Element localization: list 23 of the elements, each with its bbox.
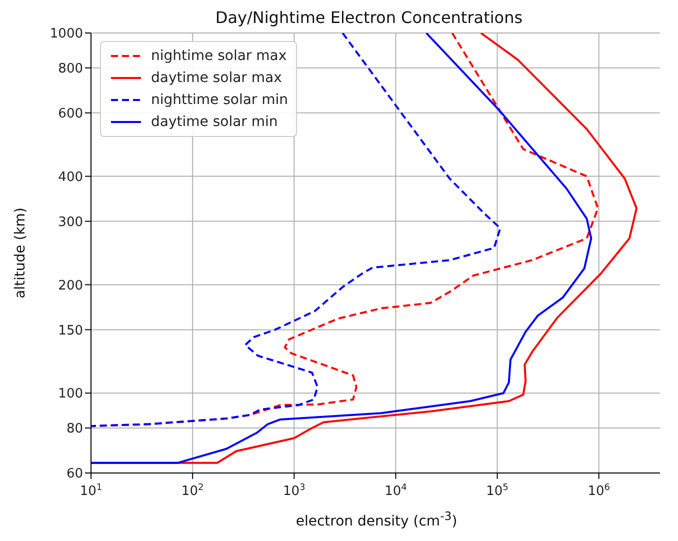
legend-label: daytime solar max [151,69,282,88]
y-tick-label: 60 [66,466,83,482]
x-tick-label: 10$^{2}$ [181,483,204,499]
x-tick-label: 10$^{1}$ [80,483,102,499]
chart-title: Day/Nightime Electron Concentrations [215,8,523,27]
legend-label: nighttime solar min [151,91,288,110]
y-tick-label: 800 [58,62,83,77]
y-axis-title: altitude (km) [12,208,28,298]
legend-label: nightime solar max [151,47,287,66]
y-tick-label: 80 [66,422,83,437]
y-tick-label: 100 [58,386,83,402]
x-tick-label: 10$^{4}$ [384,483,408,499]
y-tick-label: 400 [58,170,83,185]
y-tick-label: 200 [58,278,83,294]
y-tick-label: 600 [58,106,83,122]
y-tick-label: 1000 [50,26,83,42]
y-tick-label: 300 [58,214,83,230]
y-tick-label: 150 [58,323,83,338]
x-axis-title: electron density (cm$^{-3}$) [294,509,458,530]
x-tick-label: 10$^{6}$ [588,483,610,499]
x-tick-label: 10$^{3}$ [283,483,306,499]
x-tick-label: 10$^{5}$ [486,483,508,499]
legend-label: daytime solar min [151,113,278,132]
